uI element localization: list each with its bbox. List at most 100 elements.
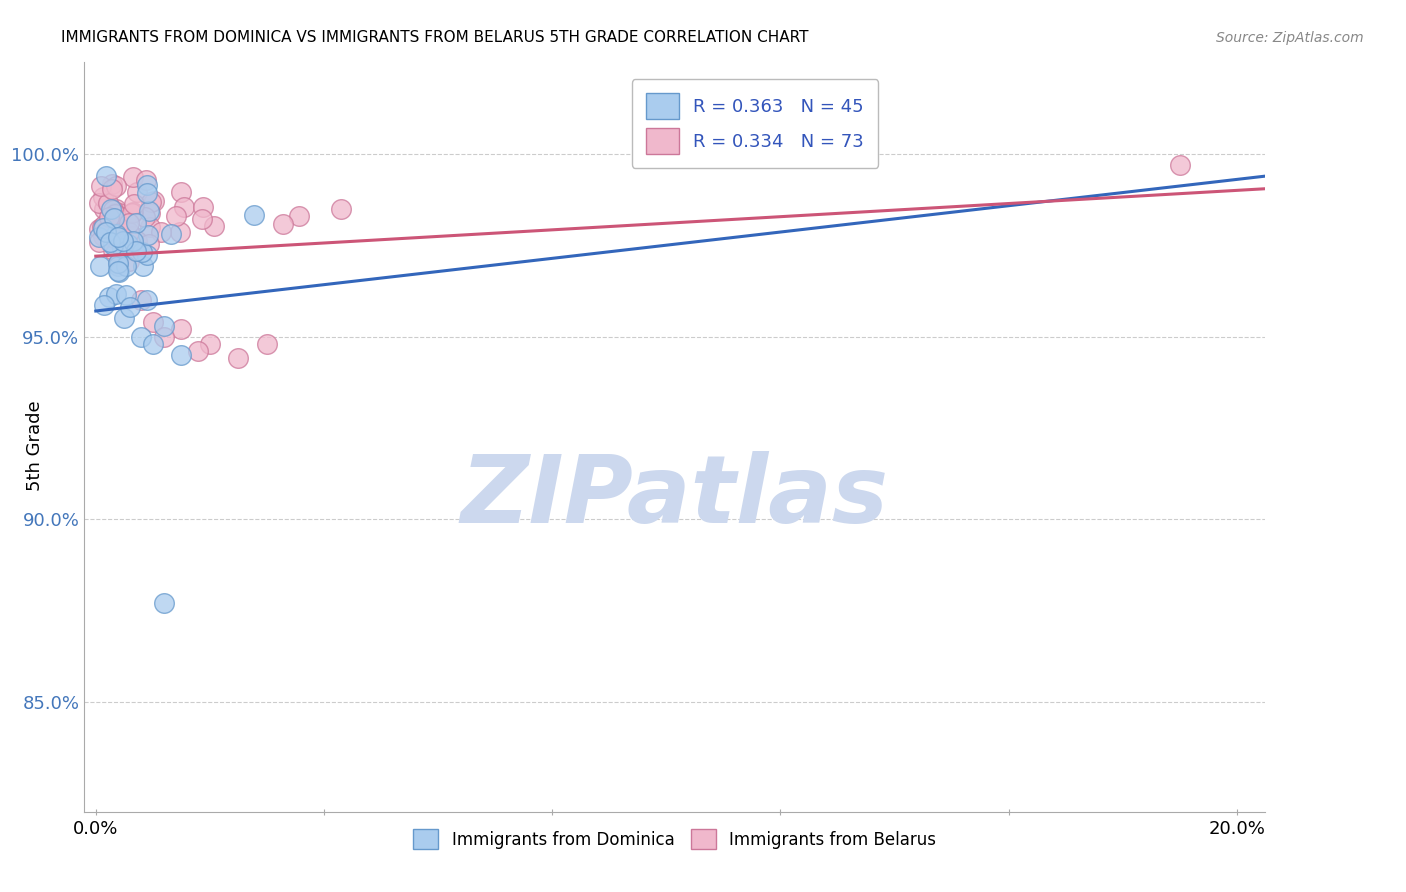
Point [124,244,146,258]
Point [141,194,163,209]
Point [104,286,127,301]
Point [160,227,183,242]
Point [103,211,125,226]
Point [111,234,134,248]
Point [107,257,129,271]
Point [125,216,148,230]
Text: ZIPatlas: ZIPatlas [461,451,889,543]
Point [98,290,121,304]
Point [96,224,118,238]
Point [107,263,129,277]
Point [153,329,176,343]
Point [90,179,112,194]
Point [93,202,115,216]
Point [1168,158,1191,172]
Point [93,297,115,311]
Point [173,201,195,215]
Point [118,301,141,315]
Point [136,186,159,200]
Point [101,178,124,192]
Point [153,596,176,610]
Point [122,197,145,211]
Point [134,210,156,224]
Point [115,260,138,274]
Point [242,208,264,222]
Point [136,178,159,192]
Point [138,236,160,251]
Point [104,205,127,219]
Point [273,217,295,231]
Point [121,205,143,219]
Point [100,182,122,196]
Point [94,225,117,239]
Point [125,235,148,249]
Point [135,173,157,187]
Point [122,235,145,249]
Point [288,209,311,223]
Point [228,351,250,366]
Point [100,202,122,216]
Point [131,293,153,307]
Point [93,218,115,232]
Point [98,235,121,249]
Point [187,344,209,359]
Point [198,337,221,351]
Point [91,229,114,244]
Point [170,348,193,362]
Point [104,178,127,193]
Point [118,253,141,268]
Point [107,229,129,244]
Text: Source: ZipAtlas.com: Source: ZipAtlas.com [1216,31,1364,45]
Point [108,205,131,219]
Point [115,288,138,302]
Text: IMMIGRANTS FROM DOMINICA VS IMMIGRANTS FROM BELARUS 5TH GRADE CORRELATION CHART: IMMIGRANTS FROM DOMINICA VS IMMIGRANTS F… [60,29,808,45]
Point [202,219,225,233]
Point [124,244,146,258]
Point [111,242,134,256]
Point [87,230,110,244]
Point [117,225,139,239]
Point [108,265,131,279]
Point [330,202,353,216]
Point [87,235,110,249]
Point [122,228,145,243]
Text: 5th Grade: 5th Grade [27,401,44,491]
Point [103,230,125,244]
Point [121,169,143,184]
Point [107,217,129,231]
Point [93,221,115,235]
Point [87,196,110,211]
Point [121,206,143,220]
Point [94,169,117,183]
Point [165,210,187,224]
Point [89,260,111,274]
Point [131,245,153,260]
Point [138,219,160,234]
Point [190,212,212,227]
Point [91,220,114,235]
Point [193,201,215,215]
Point [104,207,127,221]
Point [131,329,153,343]
Point [107,260,129,274]
Point [132,259,155,273]
Point [125,186,148,200]
Point [101,202,124,217]
Point [143,194,166,208]
Point [107,256,129,270]
Point [97,195,120,210]
Point [150,225,173,239]
Point [104,202,127,217]
Point [101,237,124,252]
Point [103,243,125,257]
Legend: Immigrants from Dominica, Immigrants from Belarus: Immigrants from Dominica, Immigrants fro… [406,822,943,855]
Point [87,222,110,236]
Point [104,210,127,224]
Point [136,228,159,243]
Point [142,337,165,351]
Point [112,311,135,326]
Point [139,206,162,220]
Point [170,322,193,336]
Point [135,248,157,262]
Point [136,293,159,307]
